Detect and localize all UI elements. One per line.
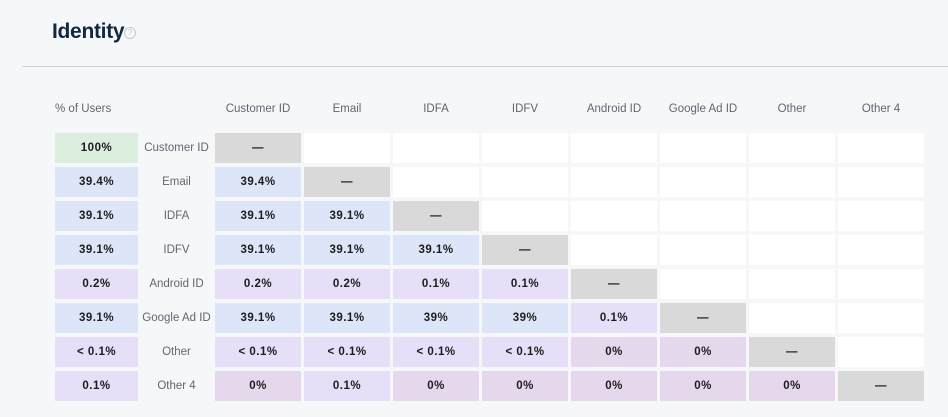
empty-cell[interactable]: [749, 303, 835, 333]
empty-cell[interactable]: [393, 133, 479, 163]
empty-cell[interactable]: [749, 201, 835, 231]
overlap-cell[interactable]: 0.2%: [304, 269, 390, 299]
empty-cell[interactable]: [571, 235, 657, 265]
overlap-cell[interactable]: 39.1%: [215, 303, 301, 333]
overlap-cell[interactable]: 0%: [749, 371, 835, 401]
overlap-cell[interactable]: 39.4%: [215, 167, 301, 197]
overlap-cell[interactable]: 0%: [482, 371, 568, 401]
pct-badge: 39.1%: [55, 235, 138, 265]
pct-badge: 39.4%: [55, 167, 138, 197]
empty-cell[interactable]: [660, 133, 746, 163]
overlap-cell[interactable]: 39.1%: [304, 303, 390, 333]
empty-cell[interactable]: [838, 133, 924, 163]
empty-cell[interactable]: [482, 201, 568, 231]
empty-cell[interactable]: [660, 235, 746, 265]
row-label: Other 4: [157, 380, 196, 392]
empty-cell[interactable]: [304, 133, 390, 163]
empty-cell[interactable]: [571, 133, 657, 163]
overlap-cell[interactable]: —: [660, 303, 746, 333]
empty-cell[interactable]: [660, 269, 746, 299]
help-icon[interactable]: ?: [124, 27, 136, 39]
empty-cell[interactable]: [660, 201, 746, 231]
overlap-cell[interactable]: < 0.1%: [215, 337, 301, 367]
row-label: IDFA: [163, 210, 190, 222]
overlap-cell[interactable]: 0%: [393, 371, 479, 401]
empty-cell[interactable]: [571, 167, 657, 197]
empty-cell[interactable]: [749, 235, 835, 265]
pct-badge: 39.1%: [55, 303, 138, 333]
empty-cell[interactable]: [660, 167, 746, 197]
overlap-cell[interactable]: 39%: [393, 303, 479, 333]
overlap-cell[interactable]: 0.2%: [215, 269, 301, 299]
column-header: IDFA: [423, 103, 449, 115]
overlap-cell[interactable]: 39.1%: [215, 201, 301, 231]
pct-badge: 39.1%: [55, 201, 138, 231]
empty-cell[interactable]: [749, 269, 835, 299]
overlap-cell[interactable]: —: [304, 167, 390, 197]
overlap-cell[interactable]: —: [571, 269, 657, 299]
overlap-cell[interactable]: 39%: [482, 303, 568, 333]
empty-cell[interactable]: [482, 167, 568, 197]
column-header: Android ID: [586, 103, 642, 115]
column-header: IDFV: [511, 103, 539, 115]
column-header: Email: [332, 103, 362, 115]
divider: [22, 66, 948, 67]
overlap-cell[interactable]: 39.1%: [393, 235, 479, 265]
row-label: Google Ad ID: [142, 312, 211, 324]
overlap-cell[interactable]: 0%: [660, 337, 746, 367]
overlap-cell[interactable]: —: [482, 235, 568, 265]
overlap-cell[interactable]: —: [749, 337, 835, 367]
column-header: Customer ID: [225, 103, 291, 115]
pct-header: % of Users: [55, 103, 112, 115]
overlap-cell[interactable]: 39.1%: [304, 235, 390, 265]
overlap-cell[interactable]: 0.1%: [571, 303, 657, 333]
overlap-cell[interactable]: < 0.1%: [304, 337, 390, 367]
empty-cell[interactable]: [838, 201, 924, 231]
pct-badge: 100%: [55, 133, 138, 163]
overlap-cell[interactable]: 0.1%: [393, 269, 479, 299]
pct-badge: 0.2%: [55, 269, 138, 299]
empty-cell[interactable]: [838, 167, 924, 197]
pct-badge: 0.1%: [55, 371, 138, 401]
page-title: Identity: [52, 20, 125, 43]
empty-cell[interactable]: [838, 337, 924, 367]
overlap-cell[interactable]: 0%: [571, 337, 657, 367]
overlap-cell[interactable]: < 0.1%: [482, 337, 568, 367]
overlap-cell[interactable]: 0%: [215, 371, 301, 401]
pct-badge: < 0.1%: [55, 337, 138, 367]
empty-cell[interactable]: [393, 167, 479, 197]
row-label: IDFV: [163, 244, 190, 256]
column-header: Google Ad ID: [668, 103, 738, 115]
empty-cell[interactable]: [838, 235, 924, 265]
overlap-cell[interactable]: —: [215, 133, 301, 163]
row-label: Other: [162, 346, 191, 358]
overlap-cell[interactable]: 39.1%: [304, 201, 390, 231]
empty-cell[interactable]: [749, 167, 835, 197]
empty-cell[interactable]: [838, 303, 924, 333]
overlap-cell[interactable]: 0.1%: [482, 269, 568, 299]
overlap-cell[interactable]: 39.1%: [215, 235, 301, 265]
overlap-cell[interactable]: 0%: [571, 371, 657, 401]
row-label: Android ID: [149, 278, 204, 290]
overlap-cell[interactable]: —: [838, 371, 924, 401]
empty-cell[interactable]: [571, 201, 657, 231]
column-header: Other 4: [861, 103, 901, 115]
overlap-cell[interactable]: < 0.1%: [393, 337, 479, 367]
row-label: Customer ID: [144, 142, 209, 154]
empty-cell[interactable]: [838, 269, 924, 299]
overlap-cell[interactable]: 0%: [660, 371, 746, 401]
overlap-cell[interactable]: 0.1%: [304, 371, 390, 401]
overlap-cell[interactable]: —: [393, 201, 479, 231]
column-header: Other: [777, 103, 807, 115]
row-label: Email: [162, 176, 191, 188]
empty-cell[interactable]: [749, 133, 835, 163]
empty-cell[interactable]: [482, 133, 568, 163]
